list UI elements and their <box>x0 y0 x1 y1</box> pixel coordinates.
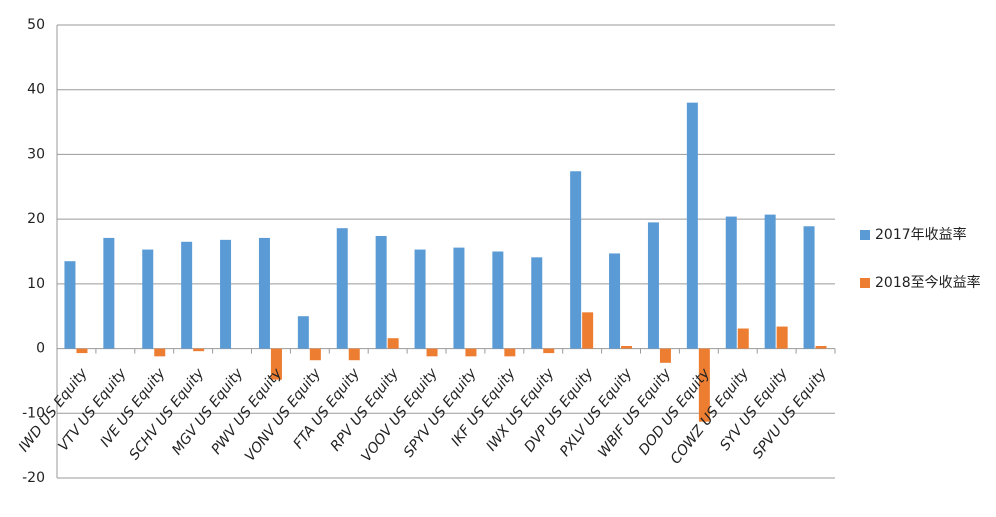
bar <box>737 328 749 349</box>
bar <box>103 237 115 349</box>
bar <box>220 239 232 349</box>
y-tick-label: 30 <box>27 146 45 162</box>
bar <box>621 345 633 349</box>
y-tick-label: -10 <box>22 405 45 421</box>
x-tick-label: RPV US Equity <box>328 365 403 454</box>
bar <box>76 348 88 354</box>
y-tick-label: 40 <box>27 82 45 98</box>
bar <box>698 348 710 422</box>
bar <box>504 348 516 357</box>
y-tick-label: 10 <box>27 276 45 292</box>
bar <box>803 226 815 349</box>
bar <box>492 251 504 349</box>
bar <box>387 338 399 349</box>
bar <box>453 247 465 349</box>
legend-label: 2018至今收益率 <box>875 274 981 291</box>
bar <box>375 235 387 349</box>
y-tick-label: -20 <box>22 470 45 486</box>
bar <box>336 228 348 349</box>
bar <box>570 171 582 349</box>
y-tick-label: 50 <box>27 17 45 33</box>
bar <box>297 316 309 349</box>
bar <box>465 348 477 357</box>
bar <box>815 345 827 349</box>
legend-label: 2017年收益率 <box>875 226 967 243</box>
y-tick-label: 0 <box>36 341 45 357</box>
bar <box>348 348 360 361</box>
bar <box>659 348 671 363</box>
y-tick-label: 20 <box>27 211 45 227</box>
bar <box>543 348 555 354</box>
bar <box>270 348 282 380</box>
x-tick-label: IWX US Equity <box>483 365 558 454</box>
bar <box>776 326 788 349</box>
bar <box>647 222 659 349</box>
x-tick-label: DVP US Equity <box>522 365 597 455</box>
bar <box>725 216 737 349</box>
bar <box>309 348 321 361</box>
x-tick-label: MGV US Equity <box>169 365 247 458</box>
x-tick-label: PWV US Equity <box>209 365 286 457</box>
bar <box>764 214 776 349</box>
bar <box>142 249 154 349</box>
bar <box>531 257 543 349</box>
bar <box>154 348 166 357</box>
bar <box>258 237 270 349</box>
bar <box>181 241 193 349</box>
bar <box>426 348 438 357</box>
bar <box>609 253 621 349</box>
legend-swatch <box>860 230 870 240</box>
bar <box>64 261 76 349</box>
legend-swatch <box>860 278 870 288</box>
bar <box>414 249 426 349</box>
bar <box>582 312 594 349</box>
bar <box>686 102 698 349</box>
x-tick-label: VTV US Equity <box>55 365 130 454</box>
bar <box>193 348 205 352</box>
